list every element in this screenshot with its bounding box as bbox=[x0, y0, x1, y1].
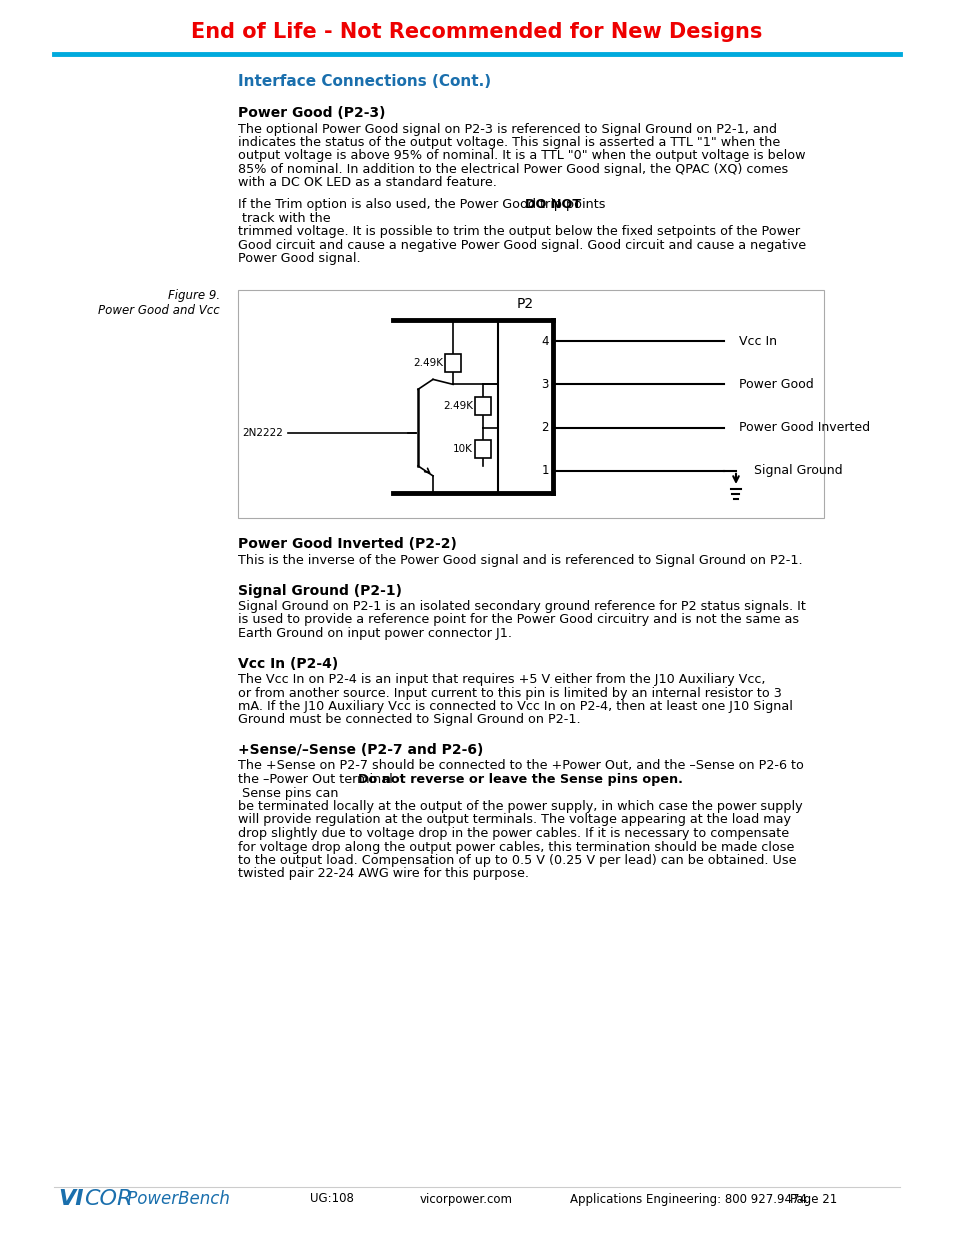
Text: VI: VI bbox=[58, 1189, 84, 1209]
Text: 4: 4 bbox=[541, 335, 548, 347]
Text: is used to provide a reference point for the Power Good circuitry and is not the: is used to provide a reference point for… bbox=[237, 614, 799, 626]
Text: Power Good (P2-3): Power Good (P2-3) bbox=[237, 106, 385, 120]
Text: twisted pair 22-24 AWG wire for this purpose.: twisted pair 22-24 AWG wire for this pur… bbox=[237, 867, 529, 881]
Text: output voltage is above 95% of nominal. It is a TTL "0" when the output voltage : output voltage is above 95% of nominal. … bbox=[237, 149, 804, 163]
Text: Good circuit and cause a negative Power Good signal. Good circuit and cause a ne: Good circuit and cause a negative Power … bbox=[237, 238, 805, 252]
Text: Power Good: Power Good bbox=[739, 378, 813, 390]
Text: indicates the status of the output voltage. This signal is asserted a TTL "1" wh: indicates the status of the output volta… bbox=[237, 136, 780, 149]
Text: Earth Ground on input power connector J1.: Earth Ground on input power connector J1… bbox=[237, 627, 512, 640]
Text: Ground must be connected to Signal Ground on P2-1.: Ground must be connected to Signal Groun… bbox=[237, 714, 580, 726]
Text: Sense pins can: Sense pins can bbox=[237, 787, 338, 799]
Text: PowerBench: PowerBench bbox=[122, 1191, 230, 1208]
Text: UG:108: UG:108 bbox=[310, 1193, 354, 1205]
Text: 2: 2 bbox=[541, 421, 548, 435]
Text: The +Sense on P2-7 should be connected to the +Power Out, and the –Sense on P2-6: The +Sense on P2-7 should be connected t… bbox=[237, 760, 803, 773]
Text: Do not reverse or leave the Sense pins open.: Do not reverse or leave the Sense pins o… bbox=[357, 773, 681, 785]
Text: track with the: track with the bbox=[237, 211, 331, 225]
Text: Vcc In (P2-4): Vcc In (P2-4) bbox=[237, 657, 338, 671]
Text: 1: 1 bbox=[541, 464, 548, 478]
Text: End of Life - Not Recommended for New Designs: End of Life - Not Recommended for New De… bbox=[192, 22, 761, 42]
Text: P2: P2 bbox=[517, 298, 534, 311]
Text: Power Good signal.: Power Good signal. bbox=[237, 252, 360, 266]
Text: 10K: 10K bbox=[453, 445, 473, 454]
Text: 3: 3 bbox=[541, 378, 548, 390]
Text: for voltage drop along the output power cables, this termination should be made : for voltage drop along the output power … bbox=[237, 841, 794, 853]
Bar bbox=[475, 440, 491, 458]
Bar bbox=[237, 289, 823, 517]
Text: Power Good and Vcc: Power Good and Vcc bbox=[98, 304, 220, 316]
Text: with a DC OK LED as a standard feature.: with a DC OK LED as a standard feature. bbox=[237, 177, 497, 189]
Text: Signal Ground on P2-1 is an isolated secondary ground reference for P2 status si: Signal Ground on P2-1 is an isolated sec… bbox=[237, 600, 805, 613]
Text: be terminated locally at the output of the power supply, in which case the power: be terminated locally at the output of t… bbox=[237, 800, 801, 813]
Text: trimmed voltage. It is possible to trim the output below the fixed setpoints of : trimmed voltage. It is possible to trim … bbox=[237, 225, 800, 238]
Text: Power Good Inverted: Power Good Inverted bbox=[739, 421, 869, 435]
Bar bbox=[444, 353, 460, 372]
Text: Signal Ground: Signal Ground bbox=[753, 464, 841, 478]
Text: 2.49K: 2.49K bbox=[442, 401, 473, 411]
Text: 2.49K: 2.49K bbox=[413, 358, 442, 368]
Text: Page 21: Page 21 bbox=[789, 1193, 837, 1205]
Text: DO NOT: DO NOT bbox=[524, 198, 580, 211]
Text: to the output load. Compensation of up to 0.5 V (0.25 V per lead) can be obtaine: to the output load. Compensation of up t… bbox=[237, 853, 796, 867]
Text: Applications Engineering: 800 927.9474: Applications Engineering: 800 927.9474 bbox=[569, 1193, 806, 1205]
Text: Interface Connections (Cont.): Interface Connections (Cont.) bbox=[237, 74, 491, 89]
Text: +Sense/–Sense (P2-7 and P2-6): +Sense/–Sense (P2-7 and P2-6) bbox=[237, 743, 483, 757]
Text: vicorpower.com: vicorpower.com bbox=[419, 1193, 513, 1205]
Text: Signal Ground (P2-1): Signal Ground (P2-1) bbox=[237, 583, 401, 598]
Bar bbox=[475, 396, 491, 415]
Text: Figure 9.: Figure 9. bbox=[168, 289, 220, 303]
Text: the –Power Out terminal.: the –Power Out terminal. bbox=[237, 773, 400, 785]
Text: will provide regulation at the output terminals. The voltage appearing at the lo: will provide regulation at the output te… bbox=[237, 814, 790, 826]
Text: COR: COR bbox=[84, 1189, 132, 1209]
Text: drop slightly due to voltage drop in the power cables. If it is necessary to com: drop slightly due to voltage drop in the… bbox=[237, 827, 788, 840]
Text: or from another source. Input current to this pin is limited by an internal resi: or from another source. Input current to… bbox=[237, 687, 781, 699]
Text: Power Good Inverted (P2-2): Power Good Inverted (P2-2) bbox=[237, 537, 456, 552]
Text: This is the inverse of the Power Good signal and is referenced to Signal Ground : This is the inverse of the Power Good si… bbox=[237, 555, 801, 567]
Text: Vcc In: Vcc In bbox=[739, 335, 776, 347]
Text: If the Trim option is also used, the Power Good trip points: If the Trim option is also used, the Pow… bbox=[237, 198, 609, 211]
Text: mA. If the J10 Auxiliary Vcc is connected to Vcc In on P2-4, then at least one J: mA. If the J10 Auxiliary Vcc is connecte… bbox=[237, 700, 792, 713]
Text: 2N2222: 2N2222 bbox=[242, 427, 283, 437]
Text: 85% of nominal. In addition to the electrical Power Good signal, the QPAC (XQ) c: 85% of nominal. In addition to the elect… bbox=[237, 163, 787, 177]
Text: The Vcc In on P2-4 is an input that requires +5 V either from the J10 Auxiliary : The Vcc In on P2-4 is an input that requ… bbox=[237, 673, 764, 685]
Text: The optional Power Good signal on P2-3 is referenced to Signal Ground on P2-1, a: The optional Power Good signal on P2-3 i… bbox=[237, 122, 776, 136]
